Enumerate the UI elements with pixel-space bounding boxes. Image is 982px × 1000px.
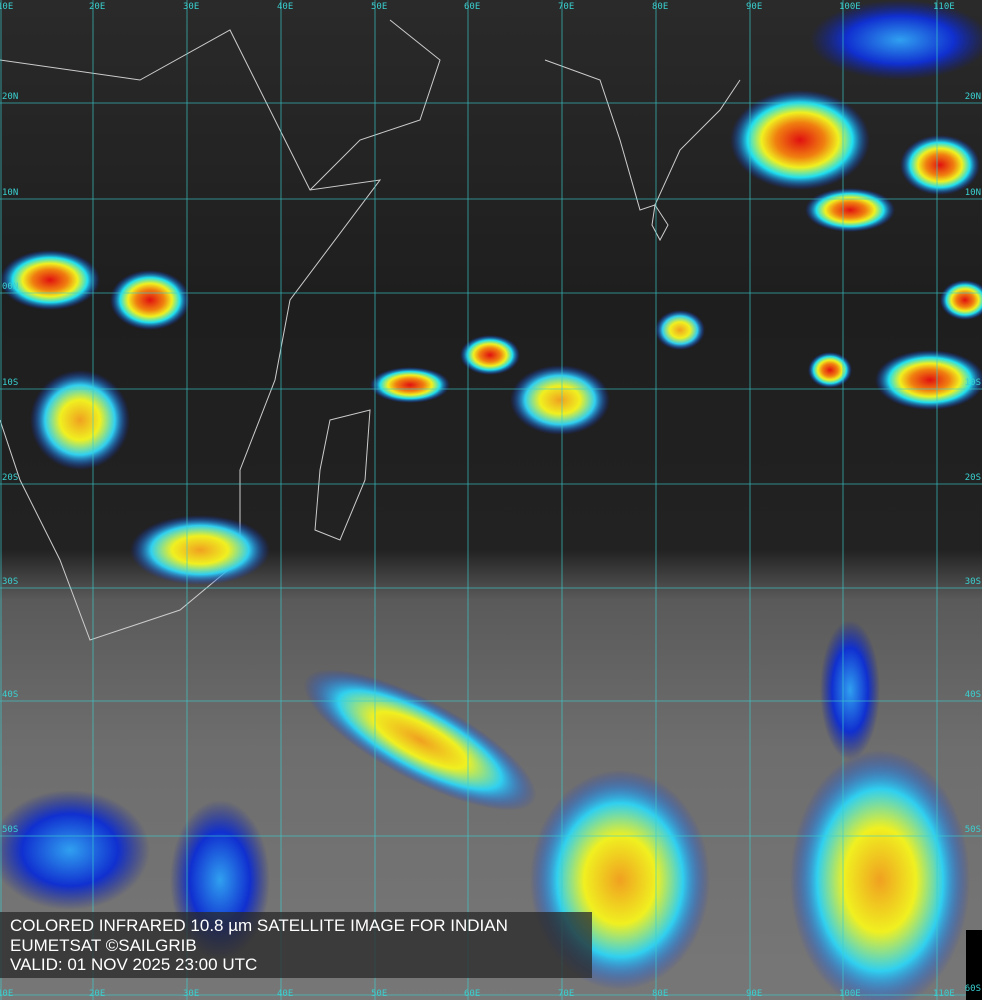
longitude-label: 30E xyxy=(183,2,200,12)
longitude-label: 10E xyxy=(0,2,14,12)
caption-source: EUMETSAT ©SAILGRIB xyxy=(10,935,197,955)
longitude-label: 50E xyxy=(371,2,388,12)
longitude-label: 110E xyxy=(933,989,955,999)
latitude-label: 40S xyxy=(964,690,981,700)
latitude-label: 20N xyxy=(2,92,19,102)
latitude-label: 50S xyxy=(964,825,981,835)
latitude-label: 20S xyxy=(2,473,19,483)
longitude-label: 50E xyxy=(371,989,388,999)
latitude-label: 50S xyxy=(2,825,19,835)
latitude-label: 30S xyxy=(2,577,19,587)
longitude-label: 40E xyxy=(277,989,294,999)
latitude-label: 20S xyxy=(964,473,981,483)
latitude-label: 00N xyxy=(2,282,19,292)
land-outlines xyxy=(0,19,741,641)
latitude-label: 10S xyxy=(964,378,981,388)
latitude-label: 10S xyxy=(2,378,19,388)
longitude-label: 20E xyxy=(89,989,106,999)
longitude-label: 80E xyxy=(652,2,669,12)
latitude-label: 40S xyxy=(2,690,19,700)
longitude-label: 100E xyxy=(839,2,861,12)
longitude-label: 70E xyxy=(558,2,575,12)
latitude-label: 20N xyxy=(964,92,981,102)
no-data-region xyxy=(966,930,982,1000)
longitude-label: 80E xyxy=(652,989,669,999)
longitude-label: 10E xyxy=(0,989,14,999)
longitude-label: 20E xyxy=(89,2,106,12)
longitude-label: 60E xyxy=(464,2,481,12)
latitude-label: 10N xyxy=(964,188,981,198)
longitude-label: 100E xyxy=(839,989,861,999)
caption-valid-time: VALID: 01 NOV 2025 23:00 UTC xyxy=(10,955,258,974)
longitude-label: 90E xyxy=(746,989,763,999)
longitude-label: 30E xyxy=(183,989,200,999)
latitude-label: 10N xyxy=(2,188,19,198)
longitude-label: 40E xyxy=(277,2,294,12)
longitude-label: 70E xyxy=(558,989,575,999)
image-caption: COLORED INFRARED 10.8 µm SATELLITE IMAGE… xyxy=(0,912,592,978)
caption-title: COLORED INFRARED 10.8 µm SATELLITE IMAGE… xyxy=(10,916,508,935)
latitude-label: 30S xyxy=(964,577,981,587)
latitude-label: 60S xyxy=(964,984,981,994)
longitude-label: 110E xyxy=(933,2,955,12)
longitude-label: 60E xyxy=(464,989,481,999)
longitude-label: 90E xyxy=(746,2,763,12)
